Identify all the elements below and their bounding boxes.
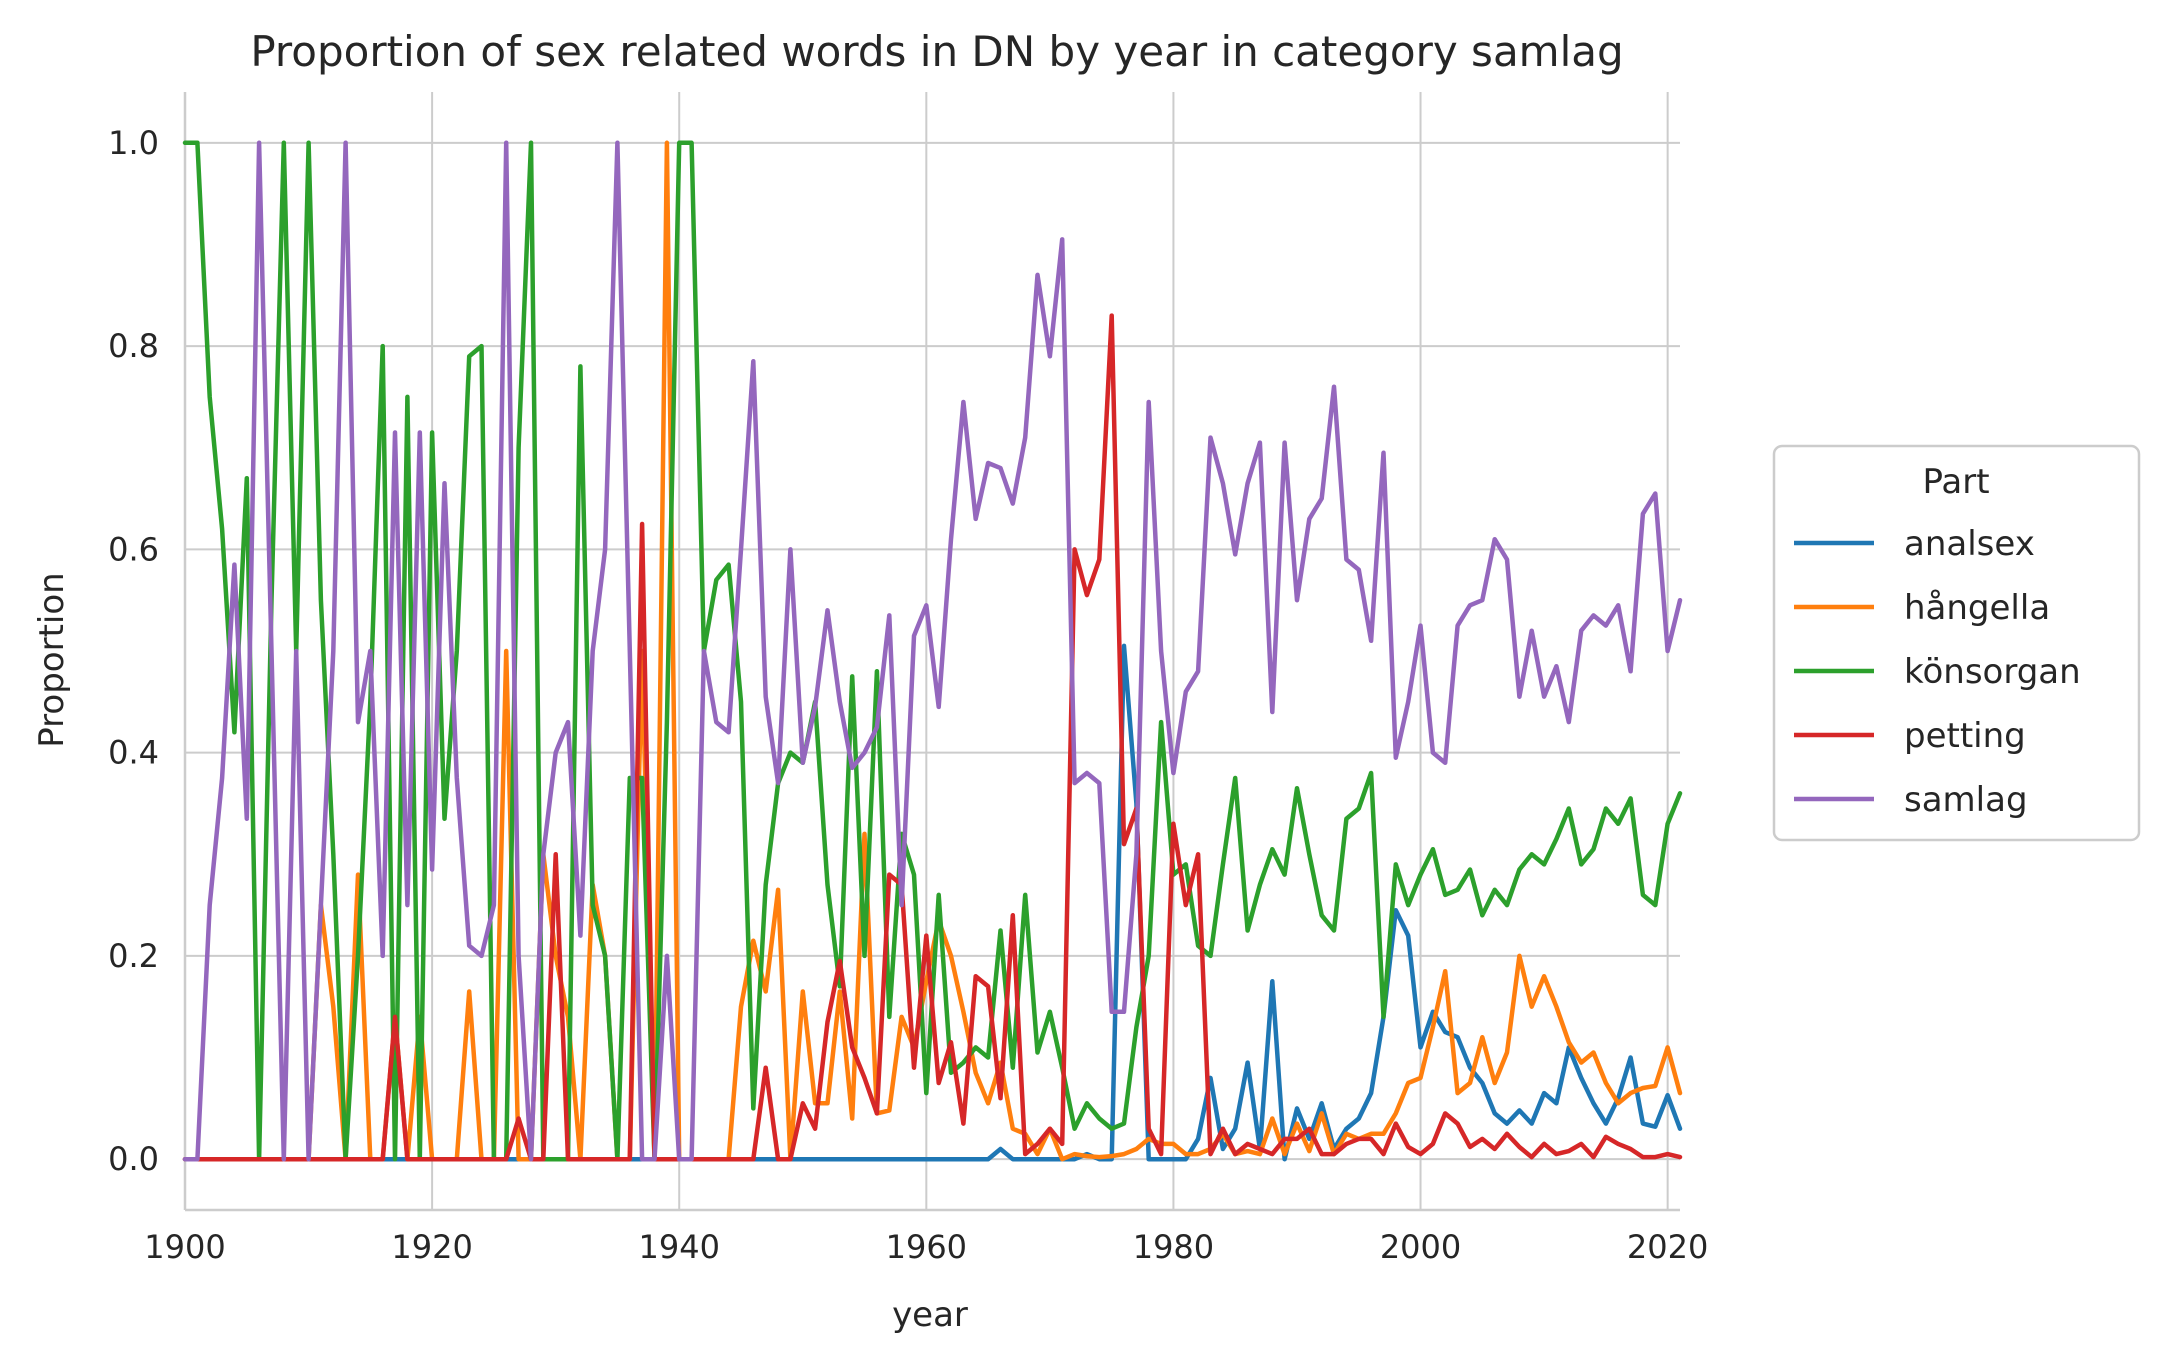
x-tick-label: 1940 <box>638 1228 719 1266</box>
legend-items: analsex hångella könsorgan petting samlag <box>1794 524 2081 820</box>
y-tick-label: 0.4 <box>108 734 159 772</box>
series-layer <box>182 140 1683 1162</box>
legend-label: petting <box>1904 716 2026 756</box>
x-tick-label: 1900 <box>144 1228 225 1266</box>
x-axis-ticks: 1900 1920 1940 1960 1980 2000 2020 <box>144 1228 1708 1266</box>
y-axis-ticks: 0.0 0.2 0.4 0.6 0.8 1.0 <box>108 124 159 1178</box>
y-tick-label: 0.2 <box>108 937 159 975</box>
chart-title: Proportion of sex related words in DN by… <box>250 27 1623 76</box>
legend-title: Part <box>1922 462 1989 502</box>
y-tick-label: 0.0 <box>108 1140 159 1178</box>
legend: Part analsex hångella könsorgan petting saml… <box>1772 444 2141 842</box>
legend-label: hångella <box>1904 588 2050 628</box>
legend-label: analsex <box>1904 524 2035 564</box>
x-tick-label: 2020 <box>1627 1228 1708 1266</box>
x-tick-label: 1960 <box>886 1228 967 1266</box>
x-tick-label: 1920 <box>391 1228 472 1266</box>
y-tick-label: 1.0 <box>108 124 159 162</box>
y-tick-label: 0.6 <box>108 530 159 568</box>
y-tick-label: 0.8 <box>108 327 159 365</box>
x-tick-label: 2000 <box>1380 1228 1461 1266</box>
legend-label: könsorgan <box>1904 652 2081 692</box>
y-axis-title: Proportion <box>32 572 72 747</box>
series-line-samlag <box>182 140 1683 1162</box>
legend-label: samlag <box>1904 780 2028 820</box>
series-line-könsorgan <box>182 140 1683 1162</box>
x-axis-title: year <box>892 1295 968 1335</box>
x-tick-label: 1980 <box>1133 1228 1214 1266</box>
axis-spines <box>183 92 1680 1212</box>
